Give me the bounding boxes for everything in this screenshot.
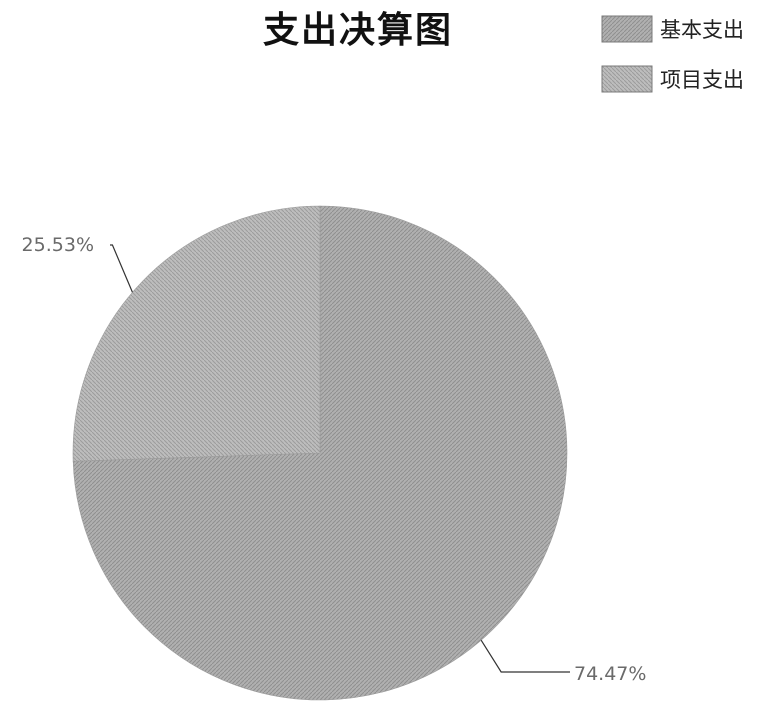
leader-line-project xyxy=(110,244,133,293)
legend-swatch-basic xyxy=(601,15,653,43)
leader-line-basic xyxy=(480,639,570,673)
pie-labels: 74.47% 25.53% xyxy=(22,234,647,685)
legend: 基本支出 项目支出 xyxy=(601,15,744,93)
chart-title: 支出决算图 xyxy=(263,10,453,51)
pie-slices xyxy=(72,205,568,701)
pie-slice-project xyxy=(72,205,321,462)
legend-item-project: 项目支出 xyxy=(601,65,744,93)
legend-item-basic: 基本支出 xyxy=(601,15,744,43)
legend-label-project: 项目支出 xyxy=(660,68,744,92)
legend-swatch-project xyxy=(601,65,653,93)
data-label-basic: 74.47% xyxy=(574,663,646,685)
data-label-project: 25.53% xyxy=(22,234,94,256)
legend-label-basic: 基本支出 xyxy=(660,18,744,42)
